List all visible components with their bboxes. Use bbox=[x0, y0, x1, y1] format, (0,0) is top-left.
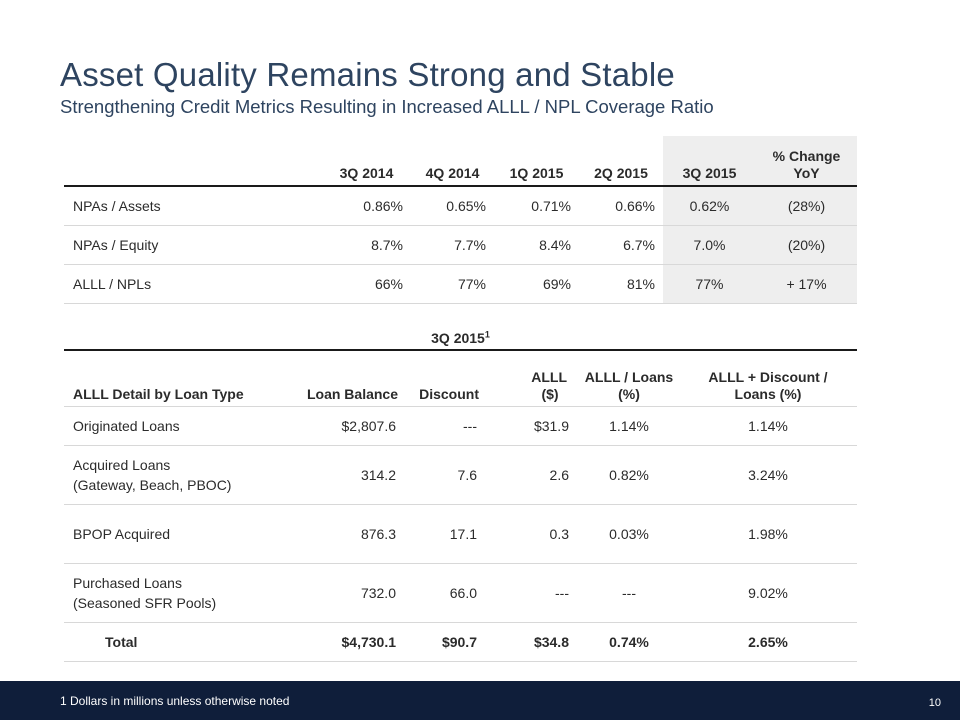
cell: 876.3 bbox=[250, 504, 406, 564]
row-label: NPAs / Assets bbox=[64, 186, 322, 226]
row-label: Acquired Loans (Gateway, Beach, PBOC) bbox=[64, 445, 250, 505]
column-header: Discount bbox=[406, 350, 487, 407]
cell: 3.24% bbox=[679, 445, 857, 505]
column-header: Loan Balance bbox=[250, 350, 406, 407]
alll-detail-table: 3Q 20151 ALLL Detail by Loan Type Loan B… bbox=[64, 330, 857, 662]
column-header-label bbox=[64, 136, 322, 187]
cell: 2.6 bbox=[487, 445, 579, 505]
column-header: 4Q 2014 bbox=[411, 136, 494, 187]
cell: 0.86% bbox=[322, 186, 411, 226]
cell: (20%) bbox=[756, 225, 857, 265]
row-label: NPAs / Equity bbox=[64, 225, 322, 265]
column-header: ALLL ($) bbox=[487, 350, 579, 407]
cell: 7.0% bbox=[663, 225, 756, 265]
cell: 0.82% bbox=[579, 445, 679, 505]
cell: $2,807.6 bbox=[250, 406, 406, 446]
row-label: BPOP Acquired bbox=[64, 504, 250, 564]
row-label: Purchased Loans (Seasoned SFR Pools) bbox=[64, 563, 250, 623]
column-header-highlighted: 3Q 2015 bbox=[663, 136, 756, 187]
cell: 0.71% bbox=[494, 186, 579, 226]
cell: 17.1 bbox=[406, 504, 487, 564]
cell: --- bbox=[579, 563, 679, 623]
cell: 6.7% bbox=[579, 225, 663, 265]
cell: 732.0 bbox=[250, 563, 406, 623]
super-header-row: 3Q 20151 bbox=[64, 329, 857, 351]
cell: 0.65% bbox=[411, 186, 494, 226]
table-row: Originated Loans $2,807.6 --- $31.9 1.14… bbox=[64, 406, 857, 446]
cell: $34.8 bbox=[487, 622, 579, 662]
page-title: Asset Quality Remains Strong and Stable bbox=[60, 56, 675, 93]
cell: $31.9 bbox=[487, 406, 579, 446]
table-row: Acquired Loans (Gateway, Beach, PBOC) 314… bbox=[64, 445, 857, 505]
cell: (28%) bbox=[756, 186, 857, 226]
column-header: 3Q 2014 bbox=[322, 136, 411, 187]
column-header: ALLL Detail by Loan Type bbox=[64, 350, 250, 407]
cell: $90.7 bbox=[406, 622, 487, 662]
cell: --- bbox=[487, 563, 579, 623]
table-row: ALLL / NPLs 66% 77% 69% 81% 77% + 17% bbox=[64, 264, 857, 304]
cell: 8.7% bbox=[322, 225, 411, 265]
table-row: NPAs / Assets 0.86% 0.65% 0.71% 0.66% 0.… bbox=[64, 186, 857, 226]
cell: 1.14% bbox=[579, 406, 679, 446]
cell: 69% bbox=[494, 264, 579, 304]
cell: 7.6 bbox=[406, 445, 487, 505]
period-header: 3Q 20151 bbox=[64, 329, 857, 351]
total-row: Total $4,730.1 $90.7 $34.8 0.74% 2.65% bbox=[64, 622, 857, 662]
cell: $4,730.1 bbox=[250, 622, 406, 662]
cell: 0.74% bbox=[579, 622, 679, 662]
column-header: 2Q 2015 bbox=[579, 136, 663, 187]
column-header: 1Q 2015 bbox=[494, 136, 579, 187]
cell: --- bbox=[406, 406, 487, 446]
cell: 0.03% bbox=[579, 504, 679, 564]
cell: 8.4% bbox=[494, 225, 579, 265]
table-header-row: 3Q 2014 4Q 2014 1Q 2015 2Q 2015 3Q 2015 … bbox=[64, 136, 857, 187]
total-label: Total bbox=[64, 622, 250, 662]
credit-metrics-table: 3Q 2014 4Q 2014 1Q 2015 2Q 2015 3Q 2015 … bbox=[64, 136, 857, 304]
cell: 9.02% bbox=[679, 563, 857, 623]
row-label: ALLL / NPLs bbox=[64, 264, 322, 304]
table-row: Purchased Loans (Seasoned SFR Pools) 732.… bbox=[64, 563, 857, 623]
cell: 1.14% bbox=[679, 406, 857, 446]
footnote: 1 Dollars in millions unless otherwise n… bbox=[60, 694, 290, 708]
cell: 2.65% bbox=[679, 622, 857, 662]
column-header: ALLL + Discount / Loans (%) bbox=[679, 350, 857, 407]
table-row: BPOP Acquired 876.3 17.1 0.3 0.03% 1.98% bbox=[64, 504, 857, 564]
page-subtitle: Strengthening Credit Metrics Resulting i… bbox=[60, 96, 714, 117]
page-number: 10 bbox=[928, 697, 941, 709]
footer-bar: 1 Dollars in millions unless otherwise n… bbox=[0, 681, 960, 720]
cell: 0.66% bbox=[579, 186, 663, 226]
cell: 66% bbox=[322, 264, 411, 304]
cell: 81% bbox=[579, 264, 663, 304]
footnote-marker: 1 bbox=[484, 329, 490, 340]
cell: + 17% bbox=[756, 264, 857, 304]
cell: 314.2 bbox=[250, 445, 406, 505]
row-label: Originated Loans bbox=[64, 406, 250, 446]
cell: 0.62% bbox=[663, 186, 756, 226]
cell: 7.7% bbox=[411, 225, 494, 265]
column-header-pct-change: % Change YoY bbox=[756, 136, 857, 187]
cell: 77% bbox=[411, 264, 494, 304]
column-header: ALLL / Loans (%) bbox=[579, 350, 679, 407]
table-row: NPAs / Equity 8.7% 7.7% 8.4% 6.7% 7.0% (… bbox=[64, 225, 857, 265]
cell: 66.0 bbox=[406, 563, 487, 623]
cell: 1.98% bbox=[679, 504, 857, 564]
table-header-row: ALLL Detail by Loan Type Loan Balance Di… bbox=[64, 350, 857, 407]
cell: 77% bbox=[663, 264, 756, 304]
cell: 0.3 bbox=[487, 504, 579, 564]
